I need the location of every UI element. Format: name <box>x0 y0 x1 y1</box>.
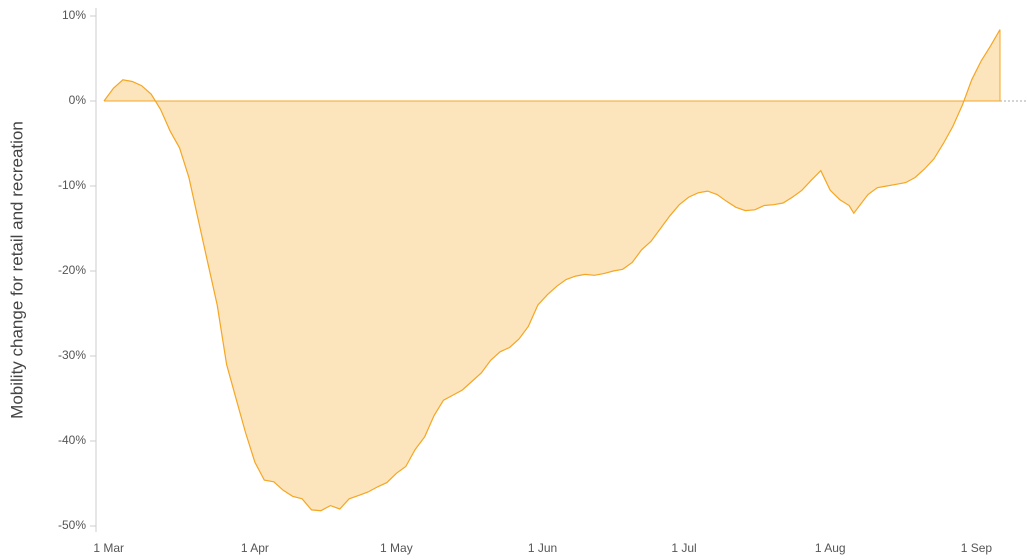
y-tick-label: -50% <box>58 518 86 532</box>
line <box>103 29 1001 512</box>
y-tick-label: -30% <box>58 348 86 362</box>
y-tick-label: 10% <box>62 8 86 22</box>
x-tick-label: 1 Jul <box>671 541 696 555</box>
y-axis-label: Mobility change for retail and recreatio… <box>7 121 26 419</box>
x-tick-label: 1 Sep <box>961 541 993 555</box>
x-tick-label: 1 Jun <box>528 541 557 555</box>
y-tick-label: -40% <box>58 433 86 447</box>
y-tick-label: -10% <box>58 178 86 192</box>
x-tick-label: 1 Aug <box>815 541 846 555</box>
area <box>104 29 1000 511</box>
x-tick-label: 1 May <box>380 541 413 555</box>
x-tick-label: 1 Apr <box>241 541 269 555</box>
y-tick-label: 0% <box>69 93 87 107</box>
y-tick-label: -20% <box>58 263 86 277</box>
x-tick-label: 1 Mar <box>93 541 124 555</box>
